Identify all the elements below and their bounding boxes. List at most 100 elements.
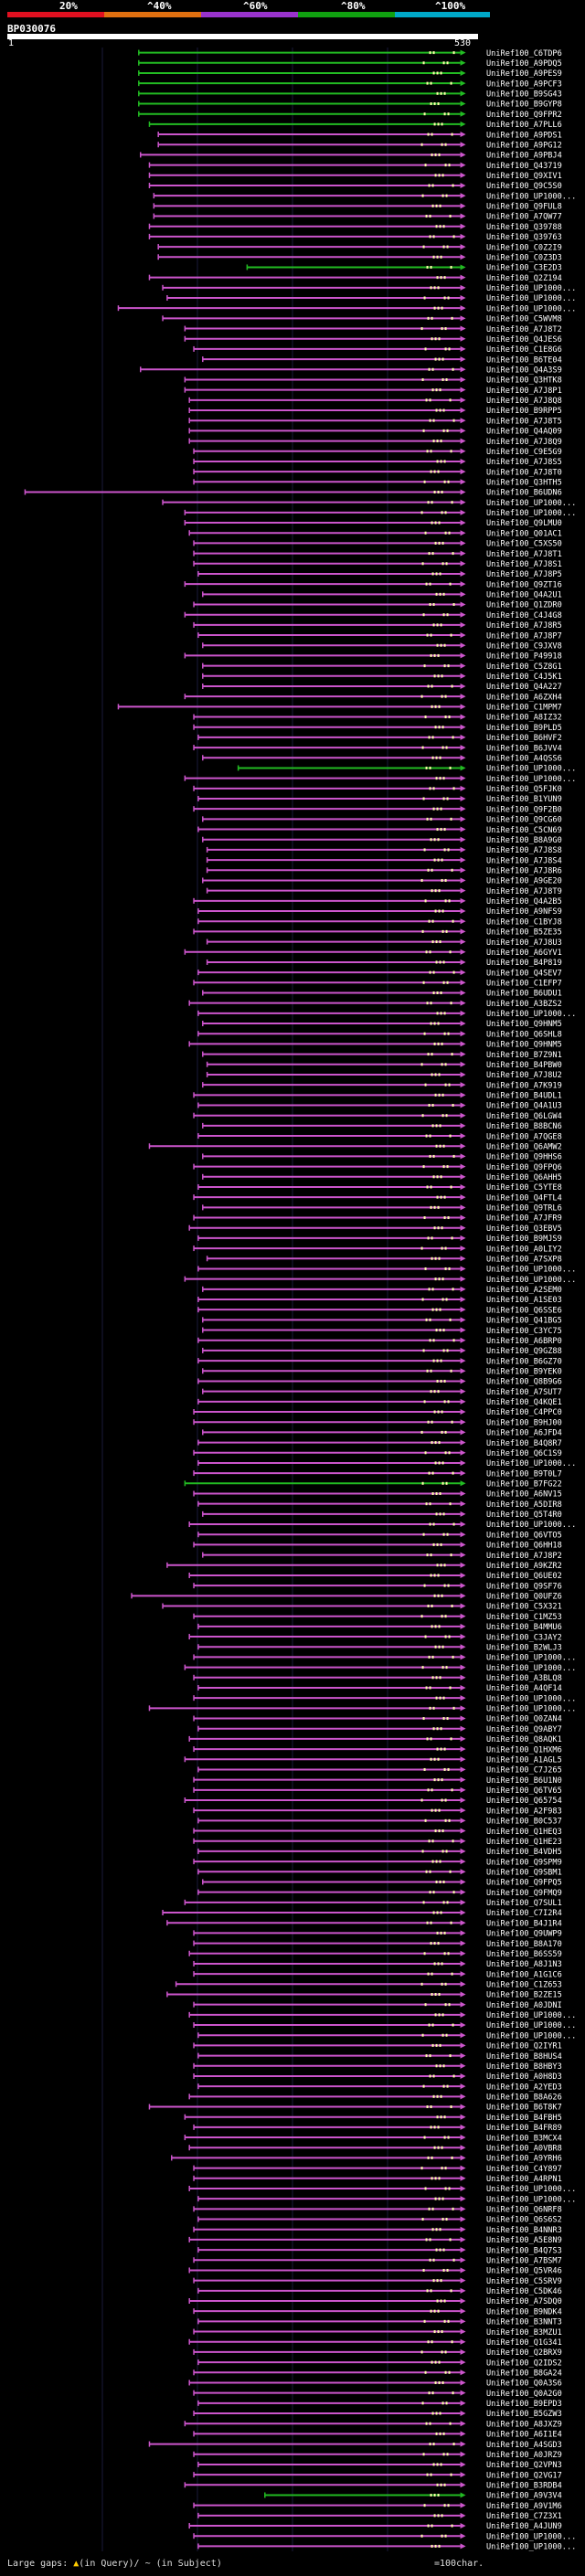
hit-row[interactable]: UniRef100_Q9TRL6	[202, 1204, 562, 1214]
hit-row[interactable]: UniRef100_B9GYP8	[138, 101, 562, 110]
hit-accession-link[interactable]: UniRef100_B4PBW0	[486, 1061, 562, 1070]
hit-accession-link[interactable]: UniRef100_Q4A227	[486, 683, 562, 692]
hit-row[interactable]: UniRef100_C4Y897	[193, 2165, 562, 2174]
hit-accession-link[interactable]: UniRef100_UP1000...	[486, 1266, 576, 1275]
hit-row[interactable]: UniRef100_A7J8S8	[206, 846, 562, 855]
hit-accession-link[interactable]: UniRef100_A7J8R5	[486, 621, 562, 631]
hit-row[interactable]: UniRef100_B6UDN6	[24, 489, 562, 498]
hit-accession-link[interactable]: UniRef100_A9NFS9	[486, 907, 562, 917]
hit-accession-link[interactable]: UniRef100_UP1000...	[486, 499, 576, 508]
hit-accession-link[interactable]: UniRef100_B9EPD3	[486, 2400, 562, 2409]
hit-row[interactable]: UniRef100_Q2Z194	[148, 274, 562, 283]
hit-row[interactable]: UniRef100_A9V1M6	[193, 2502, 562, 2511]
hit-row[interactable]: UniRef100_Q4A2U1	[202, 591, 562, 600]
hit-accession-link[interactable]: UniRef100_A7J8U3	[486, 938, 562, 948]
hit-row[interactable]: UniRef100_B4NNR3	[193, 2226, 562, 2235]
hit-accession-link[interactable]: UniRef100_Q1G341	[486, 2338, 562, 2348]
hit-row[interactable]: UniRef100_UP1000...	[197, 1010, 576, 1019]
hit-row[interactable]: UniRef100_B1YUN9	[197, 795, 562, 804]
hit-row[interactable]: UniRef100_C5SRV9	[193, 2277, 562, 2286]
hit-accession-link[interactable]: UniRef100_A2YED3	[486, 2083, 562, 2092]
hit-accession-link[interactable]: UniRef100_A6I1E4	[486, 2431, 562, 2440]
hit-row[interactable]: UniRef100_Q9UWP9	[193, 1930, 562, 1939]
hit-accession-link[interactable]: UniRef100_Q4SEV7	[486, 969, 562, 978]
hit-accession-link[interactable]: UniRef100_A9PES9	[486, 69, 562, 79]
hit-row[interactable]: UniRef100_Q4A1U3	[197, 1102, 562, 1111]
hit-accession-link[interactable]: UniRef100_Q4A2U1	[486, 591, 562, 600]
hit-accession-link[interactable]: UniRef100_C3JAY2	[486, 1633, 562, 1642]
hit-row[interactable]: UniRef100_UP1000...	[197, 2543, 576, 2551]
hit-row[interactable]: UniRef100_A7K919	[202, 1081, 562, 1090]
hit-accession-link[interactable]: UniRef100_A9GE20	[486, 877, 562, 886]
hit-row[interactable]: UniRef100_A9PCF3	[138, 80, 562, 89]
hit-row[interactable]: UniRef100_A9PBJ4	[140, 152, 562, 161]
hit-row[interactable]: UniRef100_B8HBY3	[193, 2062, 562, 2072]
hit-accession-link[interactable]: UniRef100_UP1000...	[486, 765, 576, 774]
hit-accession-link[interactable]: UniRef100_A4SGD3	[486, 2441, 562, 2450]
hit-accession-link[interactable]: UniRef100_A8JXZ9	[486, 2420, 562, 2429]
hit-row[interactable]: UniRef100_B6UDU1	[202, 990, 562, 999]
hit-row[interactable]: UniRef100_A0H8D3	[193, 2072, 562, 2082]
hit-accession-link[interactable]: UniRef100_UP1000...	[486, 1521, 576, 1530]
hit-row[interactable]: UniRef100_Q0ZAN4	[193, 1715, 562, 1724]
hit-accession-link[interactable]: UniRef100_B4P819	[486, 959, 562, 968]
hit-accession-link[interactable]: UniRef100_A3BLQ8	[486, 1674, 562, 1683]
hit-row[interactable]: UniRef100_Q9CG60	[202, 816, 562, 825]
hit-row[interactable]: UniRef100_Q1G341	[188, 2338, 562, 2348]
hit-row[interactable]: UniRef100_UP1000...	[184, 775, 576, 784]
hit-row[interactable]: UniRef100_A7J8T0	[193, 468, 562, 477]
hit-accession-link[interactable]: UniRef100_Q2VPN3	[486, 2461, 562, 2470]
hit-row[interactable]: UniRef100_Q1HEQ3	[193, 1828, 562, 1837]
hit-accession-link[interactable]: UniRef100_Q0ZAN4	[486, 1715, 562, 1724]
hit-row[interactable]: UniRef100_Q3HTK8	[184, 376, 562, 386]
hit-accession-link[interactable]: UniRef100_A0LIY2	[486, 1245, 562, 1254]
hit-row[interactable]: UniRef100_Q5VR46	[188, 2267, 562, 2276]
hit-row[interactable]: UniRef100_UP1000...	[197, 2195, 576, 2204]
hit-row[interactable]: UniRef100_A7J8U3	[206, 938, 562, 948]
hit-accession-link[interactable]: UniRef100_C1BYJ8	[486, 917, 562, 927]
hit-row[interactable]: UniRef100_Q6AMW2	[148, 1142, 562, 1151]
hit-row[interactable]: UniRef100_B9EPD3	[197, 2400, 562, 2409]
hit-accession-link[interactable]: UniRef100_A7J8P7	[486, 631, 562, 641]
hit-accession-link[interactable]: UniRef100_C5Z8G1	[486, 663, 562, 672]
hit-accession-link[interactable]: UniRef100_B6UDU1	[486, 990, 562, 999]
hit-row[interactable]: UniRef100_Q01AC1	[188, 529, 562, 538]
hit-row[interactable]: UniRef100_Q9F2B0	[193, 805, 562, 814]
hit-row[interactable]: UniRef100_B4PBW0	[206, 1061, 562, 1070]
hit-row[interactable]: UniRef100_A1G1C6	[193, 1970, 562, 1979]
hit-accession-link[interactable]: UniRef100_A6GYV1	[486, 949, 562, 958]
hit-accession-link[interactable]: UniRef100_A2SEM0	[486, 1286, 562, 1295]
hit-row[interactable]: UniRef100_UP1000...	[193, 1654, 576, 1663]
hit-row[interactable]: UniRef100_Q4SEV7	[197, 969, 562, 978]
hit-row[interactable]: UniRef100_Q1ZDR0	[193, 601, 562, 610]
hit-row[interactable]: UniRef100_B3NNT3	[197, 2318, 562, 2327]
hit-row[interactable]: UniRef100_Q9ZT16	[184, 580, 562, 589]
hit-accession-link[interactable]: UniRef100_A0VBR8	[486, 2144, 562, 2153]
hit-accession-link[interactable]: UniRef100_B4UDL1	[486, 1092, 562, 1101]
hit-row[interactable]: UniRef100_UP1000...	[197, 1459, 576, 1468]
hit-accession-link[interactable]: UniRef100_A0JDNI	[486, 2001, 562, 2010]
hit-accession-link[interactable]: UniRef100_A6JFD4	[486, 1429, 562, 1438]
hit-row[interactable]: UniRef100_Q6C1S9	[193, 1449, 562, 1458]
hit-accession-link[interactable]: UniRef100_A7J8S4	[486, 856, 562, 865]
hit-row[interactable]: UniRef100_A7J8Q9	[188, 438, 562, 447]
hit-row[interactable]: UniRef100_UP1000...	[193, 2532, 576, 2541]
hit-row[interactable]: UniRef100_Q39763	[148, 233, 562, 242]
hit-accession-link[interactable]: UniRef100_B6SS59	[486, 1950, 562, 1959]
hit-accession-link[interactable]: UniRef100_A7SXP8	[486, 1255, 562, 1264]
hit-row[interactable]: UniRef100_A3BLQ8	[193, 1674, 562, 1683]
hit-row[interactable]: UniRef100_A0JRZ9	[193, 2451, 562, 2460]
hit-accession-link[interactable]: UniRef100_B3NNT3	[486, 2318, 562, 2327]
hit-row[interactable]: UniRef100_UP1000...	[148, 1705, 576, 1714]
hit-accession-link[interactable]: UniRef100_A9V1M6	[486, 2502, 562, 2511]
hit-row[interactable]: UniRef100_Q4JES6	[184, 335, 562, 345]
hit-row[interactable]: UniRef100_A7SUT7	[202, 1388, 562, 1397]
hit-row[interactable]: UniRef100_Q65754	[184, 1797, 562, 1806]
hit-row[interactable]: UniRef100_UP1000...	[188, 1521, 576, 1530]
hit-accession-link[interactable]: UniRef100_C4J5K1	[486, 673, 562, 682]
hit-accession-link[interactable]: UniRef100_A7J8P1	[486, 387, 562, 396]
hit-accession-link[interactable]: UniRef100_A7J8P5	[486, 570, 562, 579]
hit-row[interactable]: UniRef100_Q9ABY7	[197, 1725, 562, 1734]
hit-row[interactable]: UniRef100_C4PPC0	[193, 1408, 562, 1417]
hit-accession-link[interactable]: UniRef100_C4Y897	[486, 2165, 562, 2174]
